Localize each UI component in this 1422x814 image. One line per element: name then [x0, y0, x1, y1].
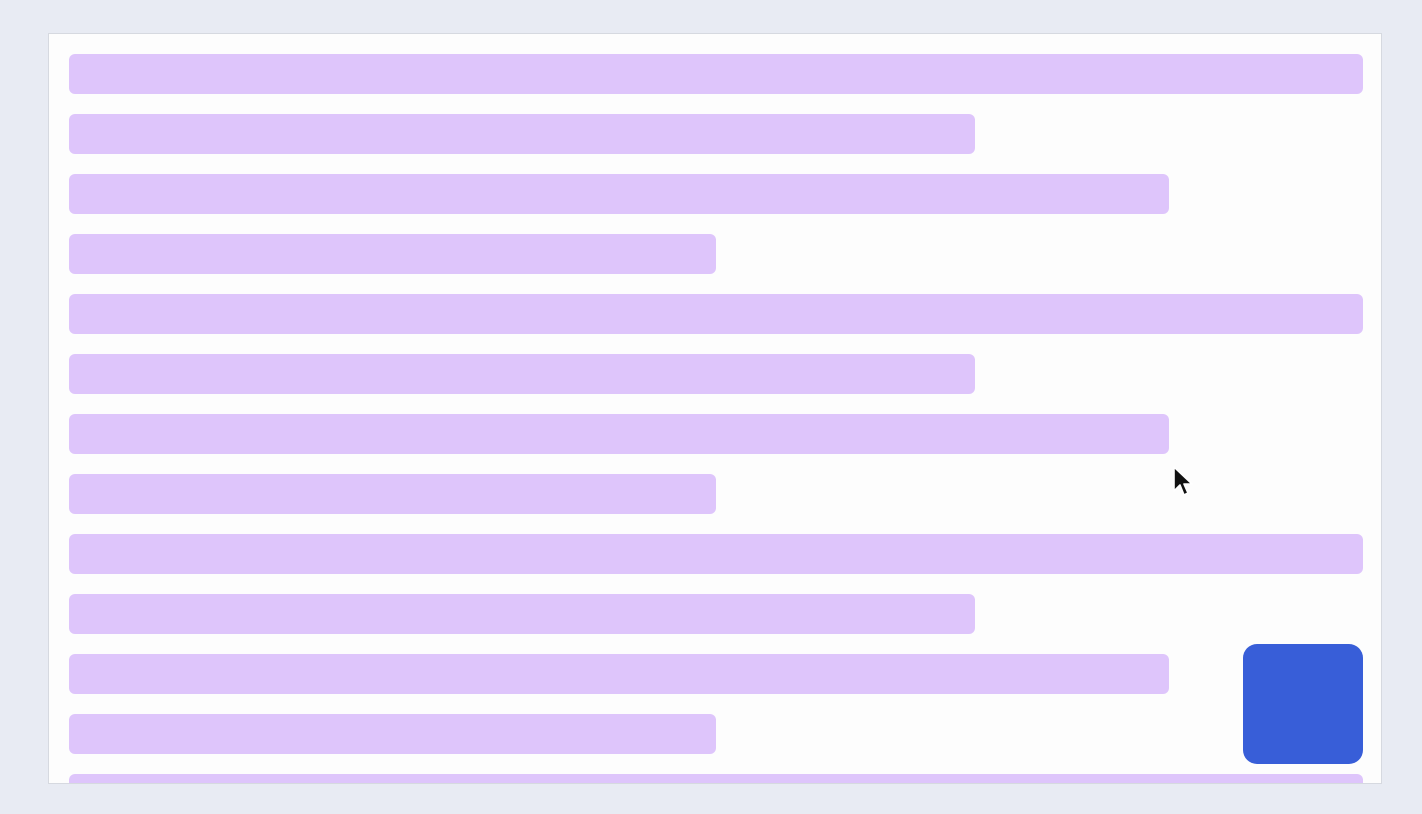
placeholder-list	[69, 54, 1363, 783]
placeholder-row	[69, 414, 1169, 454]
placeholder-row	[69, 174, 1169, 214]
placeholder-row	[69, 714, 716, 754]
floating-action-button[interactable]	[1243, 644, 1363, 764]
content-panel	[48, 33, 1382, 784]
placeholder-row	[69, 534, 1363, 574]
placeholder-row	[69, 354, 975, 394]
placeholder-row	[69, 114, 975, 154]
placeholder-row	[69, 234, 716, 274]
placeholder-row	[69, 54, 1363, 94]
placeholder-row	[69, 474, 716, 514]
placeholder-row	[69, 594, 975, 634]
placeholder-row	[69, 294, 1363, 334]
placeholder-row	[69, 654, 1169, 694]
placeholder-row	[69, 774, 1363, 783]
